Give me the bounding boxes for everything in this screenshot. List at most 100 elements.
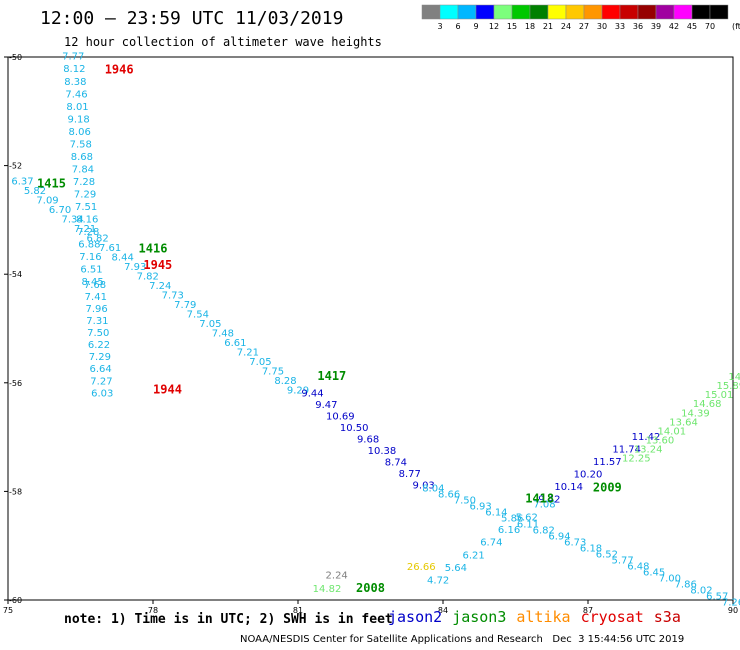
legend-value: 33 xyxy=(615,22,625,31)
wave-height-value: 7.61 xyxy=(99,243,121,254)
wave-height-value: 7.41 xyxy=(85,292,107,303)
legend-swatch xyxy=(547,4,567,20)
wave-height-value: 6.52 xyxy=(596,549,618,560)
pass-time-label: 1418 xyxy=(525,491,554,505)
plot-frame xyxy=(7,56,734,601)
x-tick-label: 87 xyxy=(583,606,593,615)
wave-height-value: 7.96 xyxy=(85,304,107,315)
wave-height-value: 7.86 xyxy=(675,579,697,590)
wave-height-value: 6.18 xyxy=(580,543,602,554)
wave-height-value: 7.93 xyxy=(124,262,146,273)
wave-height-value: 7.50 xyxy=(87,328,109,339)
track-1944-steep: 7.687.417.967.317.506.227.296.647.276.03 xyxy=(84,280,114,400)
wave-height-value: 6.94 xyxy=(548,531,570,542)
wave-height-value: 7.27 xyxy=(90,376,112,387)
chart-subtitle: 12 hour collection of altimeter wave hei… xyxy=(64,35,382,49)
wave-height-value: 8.01 xyxy=(66,102,88,113)
wave-height-value: 7.24 xyxy=(149,281,171,292)
wave-height-value: 6.61 xyxy=(224,338,246,349)
wave-height-value: 7.84 xyxy=(72,164,94,175)
satellite-cryosat: cryosat xyxy=(580,608,644,626)
footer-credit: NOAA/NESDIS Center for Satellite Applica… xyxy=(240,634,685,645)
wave-height-value: 6.21 xyxy=(462,550,484,561)
legend-swatch xyxy=(439,4,459,20)
legend-value: 18 xyxy=(525,22,535,31)
wave-height-value: 8.68 xyxy=(71,152,93,163)
wave-height-value: 6.14 xyxy=(485,507,507,518)
wave-height-value: 6.03 xyxy=(91,388,113,399)
pass-time-label: 2009 xyxy=(593,480,622,494)
y-tick-label: -52 xyxy=(9,162,22,171)
wave-height-value: 7.46 xyxy=(65,89,87,100)
wave-height-value: 8.74 xyxy=(385,458,407,469)
x-tick-label: 90 xyxy=(728,606,738,615)
legend-value: 3 xyxy=(437,22,442,31)
satellite-legend: jason2 jason3 altika cryosat s3a xyxy=(388,608,691,626)
wave-height-value: 10.69 xyxy=(326,411,355,422)
legend-value: 39 xyxy=(651,22,661,31)
y-tick-label: -58 xyxy=(9,487,22,496)
legend-swatch xyxy=(709,4,729,20)
wave-height-value: 2.24 xyxy=(326,570,348,581)
wave-height-value: 7.77 xyxy=(62,52,84,63)
legend-swatch xyxy=(421,4,441,20)
pass-labels: 1946 1415 1416 1945 1944 1417 1418 2009 2008 xyxy=(37,62,622,595)
wave-height-value: 5.86 xyxy=(501,513,523,524)
wave-height-value: 26.66 xyxy=(407,562,436,573)
wave-height-value: 14.92 xyxy=(728,372,740,383)
legend-swatch xyxy=(655,4,675,20)
wave-height-value: 7.08 xyxy=(533,500,555,511)
pass-time-label: 1945 xyxy=(143,258,172,272)
wave-height-value: 9.03 xyxy=(413,481,435,492)
wave-height-value: 6.93 xyxy=(470,501,492,512)
wave-height-value: 8.02 xyxy=(690,585,712,596)
wave-height-value: 9.47 xyxy=(315,400,337,411)
wave-height-value: 13.64 xyxy=(669,417,698,428)
wave-height-value: 8.44 xyxy=(112,253,134,264)
legend-value: 21 xyxy=(543,22,553,31)
satellite-jason2: jason2 xyxy=(388,608,443,626)
legend-swatch xyxy=(457,4,477,20)
wave-height-value: 7.82 xyxy=(137,272,159,283)
wave-height-value: 7.68 xyxy=(84,280,106,291)
wave-height-value: 6.88 xyxy=(78,240,100,251)
wave-height-value: 6.70 xyxy=(49,205,71,216)
legend-swatch xyxy=(565,4,585,20)
track-1415-1417-diag: 6.375.827.096.707.347.216.827.618.447.93… xyxy=(11,177,309,397)
chart-title: 12:00 – 23:59 UTC 11/03/2019 xyxy=(40,8,344,29)
wave-height-value: 11.42 xyxy=(632,432,661,443)
wave-height-value: 6.64 xyxy=(90,364,112,375)
pass-time-label: 1415 xyxy=(37,176,66,190)
wave-height-value: 7.75 xyxy=(262,367,284,378)
y-tick-label: -54 xyxy=(9,270,22,279)
wave-height-value: 7.48 xyxy=(212,329,234,340)
legend-swatch xyxy=(619,4,639,20)
wave-height-value: 7.28 xyxy=(73,177,95,188)
wave-height-value: 7.26 xyxy=(722,597,740,608)
legend-value: 30 xyxy=(597,22,607,31)
satellite-altika: altika xyxy=(516,608,571,626)
wave-height-value: 8.45 xyxy=(81,277,103,288)
wave-height-value: 13.24 xyxy=(634,444,663,455)
wave-height-value: 9.18 xyxy=(67,114,89,125)
legend-value: 9 xyxy=(473,22,478,31)
wave-height-value: 13.60 xyxy=(646,435,675,446)
wave-height-value: 9.44 xyxy=(301,388,323,399)
wave-height-value: 7.58 xyxy=(70,139,92,150)
wave-height-value: 8.28 xyxy=(274,376,296,387)
legend-swatch xyxy=(691,4,711,20)
wave-height-value: 14.82 xyxy=(313,584,342,595)
wave-height-value: 15.01 xyxy=(705,390,734,401)
satellite-jason3: jason3 xyxy=(452,608,507,626)
wave-height-value: 7.21 xyxy=(237,348,259,359)
wave-height-value: 6.16 xyxy=(498,525,520,536)
legend-value: 45 xyxy=(687,22,697,31)
wave-height-value: 15.89 xyxy=(717,381,740,392)
legend-swatch xyxy=(493,4,513,20)
wave-height-value: 6.74 xyxy=(480,538,502,549)
wave-height-value: 7.28 xyxy=(77,227,99,238)
track-1946-steep: 7.778.12 8.387.46 8.019.18 8.067.58 8.687.84… xyxy=(62,52,104,288)
legend-swatch xyxy=(601,4,621,20)
